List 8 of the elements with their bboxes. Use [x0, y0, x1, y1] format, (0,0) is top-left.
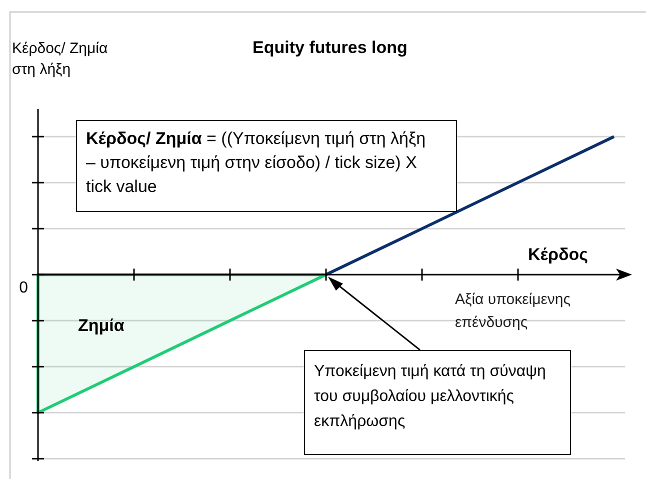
annotation: Κέρδος/ Ζημία = ((Υποκείμενη τιμή στη λήξη – υποκείμενη τιμή στην είσοδο) / tick size) X tick value	[76, 120, 457, 212]
annotation: Υποκείμενη τιμή κατά τη σύναψη του συμβολαίου μελλοντικής εκπλήρωσης	[304, 350, 571, 455]
y-axis-title: Κέρδος/ Ζημία στη λήξη	[12, 39, 109, 80]
annotation: Ζημία	[78, 316, 125, 335]
annotation: Κέρδος	[528, 245, 588, 264]
chart-title: Equity futures long	[252, 38, 408, 57]
x-axis-title: Αξία υποκείμενης επένδυσης	[455, 290, 572, 333]
text: 0	[19, 280, 28, 297]
